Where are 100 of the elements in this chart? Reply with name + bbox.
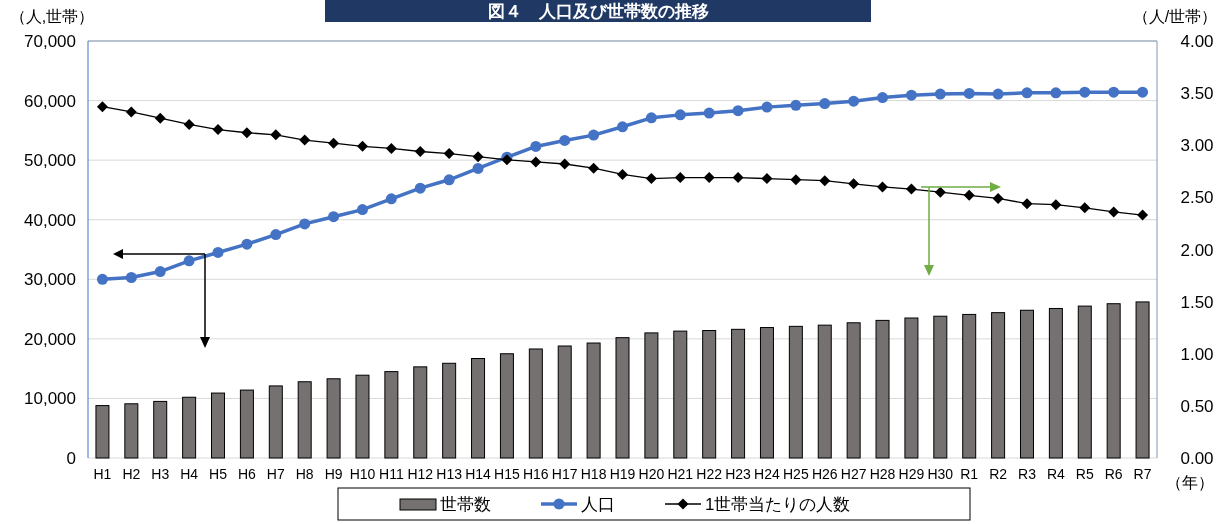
y-tick-label: 10,000: [24, 389, 76, 409]
bar: [586, 342, 601, 459]
x-tick-label: H15: [494, 466, 520, 482]
bar: [615, 337, 630, 459]
x-tick-label: H21: [667, 466, 694, 482]
y-tick-label: 70,000: [24, 32, 76, 51]
y-axis-title: （人,世帯）: [9, 8, 95, 25]
point: [241, 127, 253, 139]
point: [385, 142, 397, 154]
point: [96, 101, 108, 113]
x-tick-label: R5: [1075, 466, 1094, 482]
x-tick-label: R2: [989, 466, 1008, 482]
point: [125, 272, 137, 283]
point: [992, 88, 1004, 100]
x-tick-label: R6: [1104, 466, 1123, 482]
x-tick-label: H12: [407, 466, 434, 482]
bar: [124, 403, 139, 459]
x-tick-label: H16: [522, 466, 549, 482]
x-tick-label: R1: [960, 466, 979, 482]
bar: [413, 366, 428, 459]
point: [819, 98, 831, 110]
point: [356, 204, 368, 216]
x-tick-label: H25: [783, 466, 809, 482]
bar: [153, 400, 168, 459]
point: [559, 134, 571, 146]
point: [96, 273, 108, 285]
point: [617, 168, 628, 180]
y-tick-label: 30,000: [24, 270, 76, 290]
bar: [962, 313, 977, 459]
bar: [875, 319, 890, 459]
x-tick-label: H28: [869, 466, 896, 482]
point: [472, 151, 484, 163]
point: [530, 156, 542, 168]
x-tick-label: H26: [811, 466, 838, 482]
point: [703, 107, 715, 119]
point: [414, 146, 426, 158]
point: [299, 218, 311, 230]
bar: [355, 374, 370, 459]
point: [819, 175, 831, 187]
x-tick-label: H5: [209, 466, 228, 482]
bar: [384, 371, 399, 459]
point: [934, 186, 946, 198]
point: [645, 112, 657, 124]
bar: [788, 325, 803, 459]
point: [645, 173, 657, 185]
point: [1050, 199, 1062, 211]
y2-axis-title: （人/世帯）: [1132, 8, 1218, 25]
point: [183, 255, 195, 267]
point: [1108, 206, 1120, 218]
point: [963, 87, 975, 99]
y2-tick-label: 0.50: [1180, 396, 1214, 416]
bar: [499, 353, 514, 459]
point: [877, 92, 889, 104]
point: [790, 174, 802, 186]
bar: [673, 330, 688, 459]
bar: [817, 324, 832, 459]
bar: [182, 396, 197, 459]
x-tick-label: H14: [465, 466, 492, 482]
point: [270, 129, 282, 141]
bar: [528, 348, 543, 459]
point: [761, 101, 773, 113]
bar: [211, 392, 226, 459]
bar: [644, 332, 659, 459]
bar: [1019, 309, 1034, 459]
y2-tick-label: 3.00: [1180, 136, 1214, 156]
bar: [702, 330, 717, 459]
point: [674, 172, 686, 184]
bar: [1048, 307, 1063, 459]
x-tick-label: H20: [638, 466, 665, 482]
point: [905, 183, 917, 195]
x-tick-label: H29: [898, 466, 925, 482]
bar: [471, 358, 486, 459]
point: [1079, 202, 1091, 214]
point: [530, 140, 542, 152]
x-tick-label: H23: [725, 466, 752, 482]
y2-tick-label: 1.50: [1180, 292, 1214, 312]
point: [183, 118, 195, 130]
x-tick-label: H10: [349, 466, 376, 482]
x-tick-label: H1: [93, 466, 112, 482]
point: [617, 121, 628, 133]
bar: [991, 312, 1006, 459]
x-tick-label: H24: [754, 466, 781, 482]
bar: [846, 322, 861, 459]
point: [212, 124, 224, 136]
x-tick-label: H22: [696, 466, 723, 482]
point: [732, 105, 744, 117]
point: [356, 140, 368, 152]
point: [328, 211, 340, 223]
point: [154, 266, 166, 278]
point: [559, 158, 571, 170]
point: [154, 112, 166, 124]
point: [877, 181, 889, 193]
x-tick-label: H19: [609, 466, 636, 482]
bar: [1135, 301, 1150, 459]
point: [1021, 198, 1033, 210]
x-tick-label: H27: [840, 466, 867, 482]
point: [588, 162, 600, 174]
x-tick-label: H8: [295, 466, 314, 482]
y2-tick-label: 1.00: [1180, 344, 1214, 364]
point: [992, 192, 1004, 204]
